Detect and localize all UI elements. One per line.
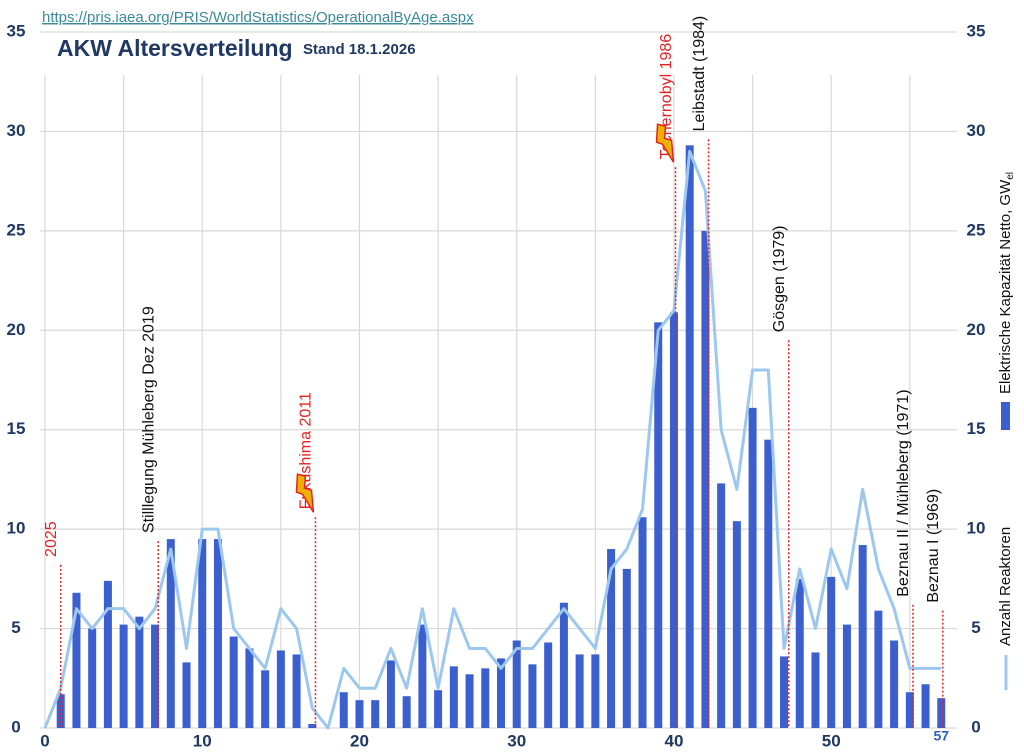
bar <box>213 539 222 728</box>
y-tick-label: 25 <box>7 220 26 239</box>
bar <box>151 624 160 728</box>
bar <box>937 698 946 728</box>
legend-label: Anzahl Reaktoren <box>997 527 1014 646</box>
y2-tick-label: 5 <box>971 618 980 637</box>
y2-tick-label: 20 <box>967 320 986 339</box>
bar <box>245 648 254 728</box>
y-tick-label: 5 <box>11 618 20 637</box>
bar <box>575 654 584 728</box>
bar <box>607 549 616 728</box>
annotation-text: Gösgen (1979) <box>771 225 788 332</box>
source-url[interactable]: https://pris.iaea.org/PRIS/WorldStatisti… <box>42 9 474 26</box>
bar <box>921 684 930 728</box>
y2-tick-label: 15 <box>967 419 986 438</box>
y-tick-label: 30 <box>7 121 26 140</box>
y2-tick-label: 30 <box>967 121 986 140</box>
bar <box>497 658 505 728</box>
bar <box>717 483 726 728</box>
x-tick-label: 30 <box>507 731 526 750</box>
annotation-text: Leibstadt (1984) <box>691 16 708 132</box>
annotation-text: 2025 <box>43 521 60 557</box>
bar <box>559 602 568 728</box>
y-tick-label: 20 <box>7 320 26 339</box>
bar <box>842 624 851 728</box>
bar <box>732 521 741 728</box>
bar <box>465 674 474 728</box>
annotation-text: Beznau I (1969) <box>925 489 942 603</box>
bar <box>858 545 867 728</box>
bar <box>591 654 600 728</box>
legend-label-text: Elektrische Kapazität Netto, GW <box>997 179 1014 394</box>
bar <box>827 576 836 728</box>
bar <box>890 640 899 728</box>
bar <box>276 650 285 728</box>
bar <box>481 668 490 728</box>
bar <box>371 700 380 728</box>
bar <box>135 616 144 728</box>
bar <box>103 580 112 728</box>
bar <box>166 539 175 728</box>
bar <box>905 692 914 728</box>
bar <box>198 539 207 728</box>
bar <box>119 624 128 728</box>
lightning-icon <box>655 123 675 163</box>
bar <box>622 568 631 728</box>
bar <box>56 694 65 728</box>
bar <box>764 439 773 728</box>
lightning-icon <box>295 473 315 513</box>
bar <box>261 670 270 728</box>
bar <box>355 700 364 728</box>
x-tick-label: 40 <box>665 731 684 750</box>
bar <box>402 696 411 728</box>
line <box>43 149 942 730</box>
y2-tick-label: 10 <box>967 519 986 538</box>
bar <box>229 636 238 728</box>
bar <box>654 322 663 728</box>
x-tick-label: 10 <box>193 731 212 750</box>
y-tick-label: 10 <box>7 519 26 538</box>
bar <box>780 656 789 728</box>
title: AKW Altersverteilung <box>57 35 293 61</box>
chart-title: AKW Altersverteilung Stand 18.1.2026 <box>57 35 416 61</box>
bar <box>701 230 710 728</box>
bar <box>874 610 883 728</box>
y-tick-label: 15 <box>7 419 26 438</box>
y2-tick-label: 25 <box>967 220 986 239</box>
bar <box>72 592 81 728</box>
y-tick-label: 0 <box>11 717 20 736</box>
bar <box>418 624 427 728</box>
bar <box>386 660 395 728</box>
y2-tick-label: 35 <box>967 21 986 40</box>
bar <box>512 640 521 728</box>
bar <box>434 690 443 728</box>
legend-swatch <box>1001 402 1010 430</box>
bar <box>449 666 458 728</box>
annotation-text: Beznau II / Mühleberg (1971) <box>895 389 912 596</box>
bar <box>811 652 820 728</box>
x-tick-label: 20 <box>350 731 369 750</box>
bar <box>685 145 694 728</box>
bar <box>308 724 317 728</box>
bar <box>182 662 191 728</box>
bar <box>669 312 678 728</box>
y-tick-label: 35 <box>7 21 26 40</box>
y2-tick-label: 0 <box>971 717 980 736</box>
bar <box>88 628 97 728</box>
legend-label-subscript: el <box>1005 172 1016 180</box>
x-tick-label: 0 <box>40 731 49 750</box>
bar <box>795 578 804 728</box>
x-tick-label: 57 <box>933 728 949 744</box>
bar <box>339 692 348 728</box>
legend-label: Elektrische Kapazität Netto, GWel <box>997 172 1016 394</box>
bar <box>544 642 553 728</box>
x-tick-label: 50 <box>822 731 841 750</box>
bar <box>528 664 537 728</box>
bar <box>638 517 647 728</box>
bar <box>292 654 301 728</box>
subtitle: Stand 18.1.2026 <box>303 41 416 58</box>
annotation-text: Stilllegung Mühleberg Dez 2019 <box>140 306 157 533</box>
bar <box>748 407 757 728</box>
